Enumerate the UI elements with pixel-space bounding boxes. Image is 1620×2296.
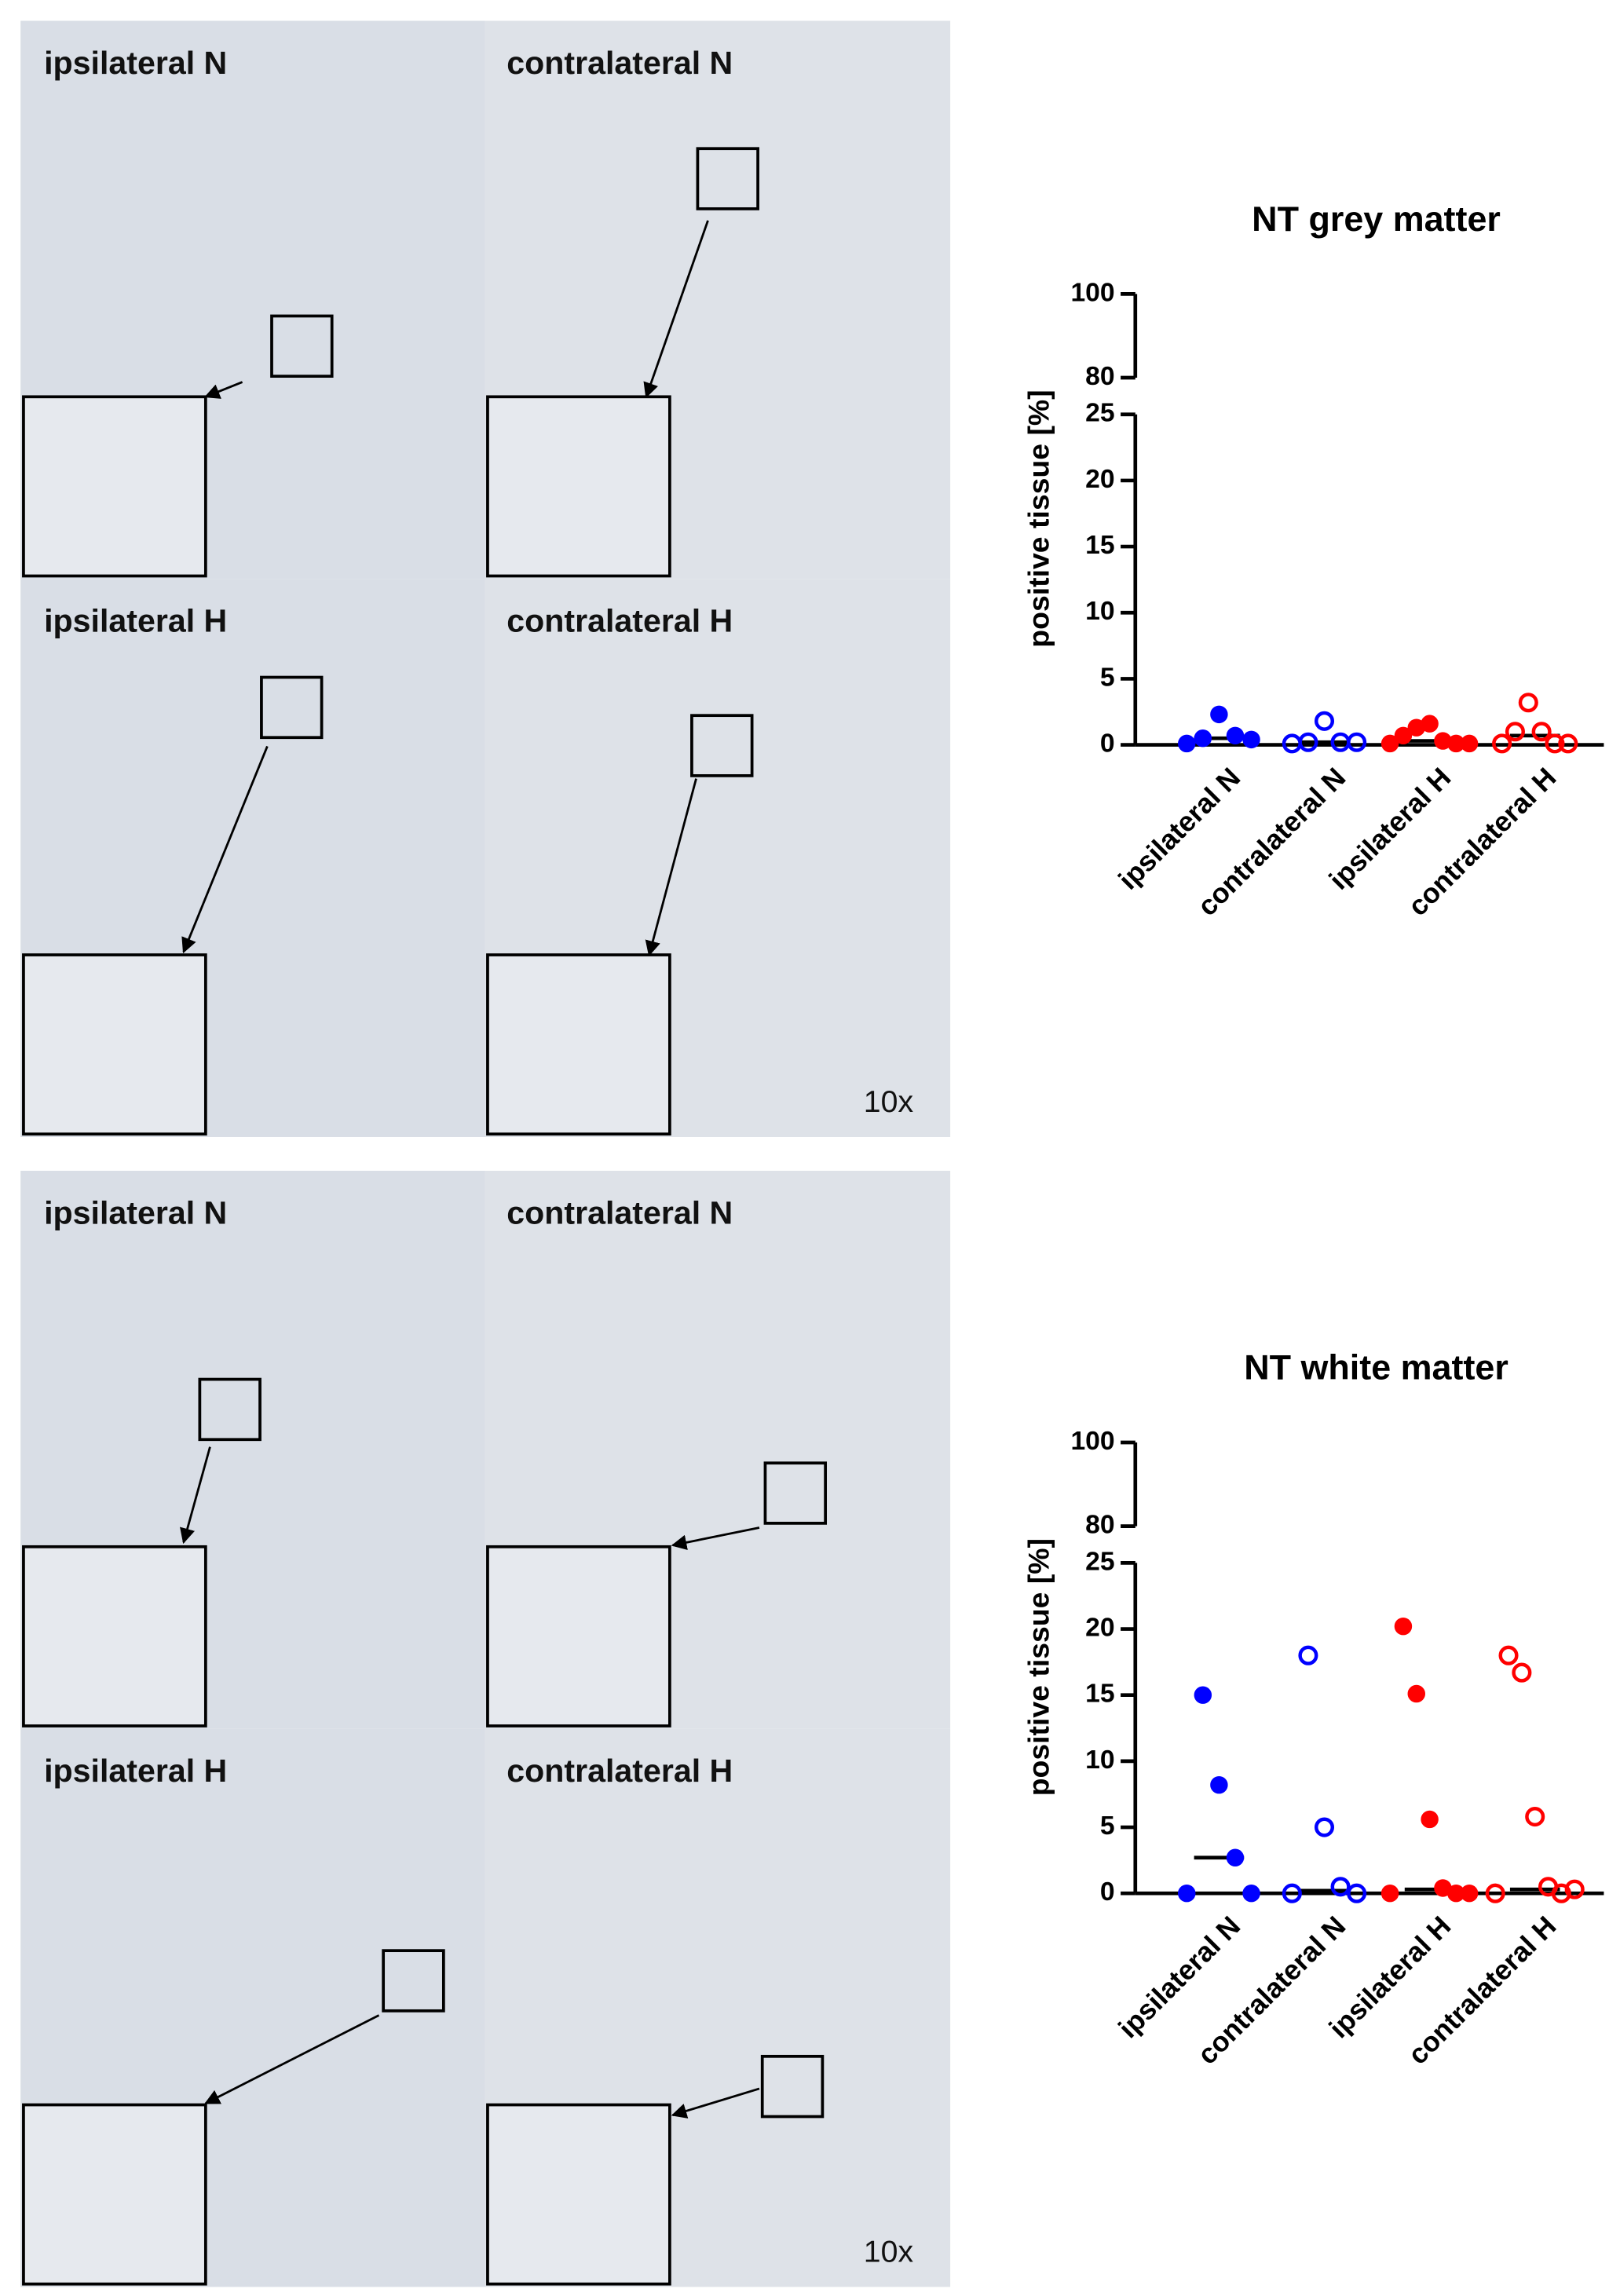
magnification: 10x (864, 2235, 914, 2269)
y-tick-label: 15 (1085, 1680, 1114, 1709)
data-point (1512, 1662, 1532, 1683)
data-point (1394, 726, 1413, 745)
arrow (671, 2087, 760, 2119)
y-tick-label: 100 (1070, 1427, 1114, 1456)
y-tick-label: 15 (1085, 531, 1114, 560)
panel-label: contralateral H (506, 603, 733, 639)
data-point (1226, 726, 1245, 745)
data-point (1492, 733, 1512, 754)
roi-box (696, 147, 759, 210)
y-tick-label: 10 (1085, 1746, 1114, 1775)
arrow (671, 1526, 760, 1551)
data-point (1460, 734, 1479, 753)
data-point (1380, 1884, 1399, 1903)
data-point (1194, 729, 1212, 748)
roi-box (198, 1377, 261, 1442)
roi-box (382, 1949, 445, 2013)
inset-box (486, 1545, 671, 1727)
y-tick-label: 100 (1070, 278, 1114, 307)
data-point (1298, 732, 1318, 752)
chart: NT grey matter positive tissue [%] 0 5 10 15 2… (1022, 199, 1604, 922)
y-axis-label: positive tissue [%] (1022, 1538, 1055, 1796)
roi-box (690, 714, 754, 777)
panel-label: ipsilateral H (44, 603, 227, 639)
data-point (1242, 1884, 1260, 1903)
y-tick-label: 20 (1085, 1613, 1114, 1642)
y-tick-label: 20 (1085, 465, 1114, 494)
data-point (1421, 1810, 1439, 1829)
data-point (1282, 1883, 1302, 1903)
data-point (1545, 733, 1565, 754)
data-point (1226, 1848, 1245, 1866)
data-point (1298, 1645, 1318, 1665)
data-point (1485, 1883, 1505, 1903)
data-point (1394, 1617, 1413, 1636)
inset-box (22, 1545, 207, 1727)
data-point (1518, 693, 1538, 713)
arrow (645, 778, 697, 956)
data-point (1178, 1884, 1196, 1903)
data-point (1194, 1686, 1212, 1704)
magnification: 10x (864, 1084, 914, 1119)
data-point (1242, 730, 1260, 749)
inset-box (486, 395, 671, 578)
data-point (1564, 1879, 1585, 1899)
y-tick-label: 0 (1100, 1877, 1115, 1907)
inset-box (486, 953, 671, 1136)
data-point (1505, 722, 1525, 742)
y-tick-label: 5 (1100, 663, 1115, 692)
panel-label: contralateral N (506, 1194, 733, 1230)
chart: NT white matter positive tissue [%] 0 5 10 15… (1022, 1347, 1604, 2071)
inset-box (22, 2103, 207, 2286)
inset-box (22, 953, 207, 1136)
y-tick-label: 80 (1085, 1511, 1114, 1540)
data-point (1380, 734, 1399, 753)
data-point (1330, 1877, 1351, 1897)
data-point (1558, 733, 1578, 754)
data-point (1210, 705, 1228, 724)
y-tick-label: 10 (1085, 597, 1114, 626)
data-point (1421, 715, 1439, 733)
arrow (204, 381, 243, 399)
chart-title: NT grey matter (1252, 199, 1501, 239)
y-tick-label: 5 (1100, 1812, 1115, 1841)
data-point (1314, 711, 1335, 731)
data-point (1407, 1684, 1425, 1703)
roi-box (760, 2054, 825, 2119)
arrow (181, 745, 269, 954)
y-tick-label: 80 (1085, 362, 1114, 391)
data-point (1347, 1883, 1367, 1903)
roi-box (763, 1461, 828, 1525)
y-axis-label: positive tissue [%] (1022, 389, 1055, 647)
arrow (204, 2014, 380, 2104)
data-point (1531, 722, 1552, 742)
data-point (1460, 1884, 1479, 1903)
roi-box (260, 675, 324, 740)
data-point (1525, 1807, 1545, 1827)
data-point (1347, 732, 1367, 752)
panel-label: ipsilateral H (44, 1753, 227, 1789)
y-tick-label: 25 (1085, 399, 1114, 428)
panel-label: ipsilateral N (44, 45, 227, 81)
data-point (1210, 1775, 1228, 1794)
panel-label: contralateral N (506, 45, 733, 81)
data-point (1314, 1817, 1335, 1837)
inset-box (22, 395, 207, 578)
panel-label: ipsilateral N (44, 1194, 227, 1230)
panel-label: contralateral H (506, 1753, 733, 1789)
inset-box (486, 2103, 671, 2286)
chart-title: NT white matter (1244, 1347, 1508, 1387)
y-tick-label: 25 (1085, 1547, 1114, 1576)
arrow (643, 220, 709, 399)
data-point (1178, 734, 1196, 753)
data-point (1498, 1645, 1519, 1665)
roi-box (270, 314, 334, 378)
y-tick-label: 0 (1100, 729, 1115, 758)
arrow (180, 1446, 211, 1545)
